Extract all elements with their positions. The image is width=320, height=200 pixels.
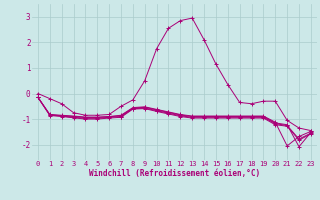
- X-axis label: Windchill (Refroidissement éolien,°C): Windchill (Refroidissement éolien,°C): [89, 169, 260, 178]
